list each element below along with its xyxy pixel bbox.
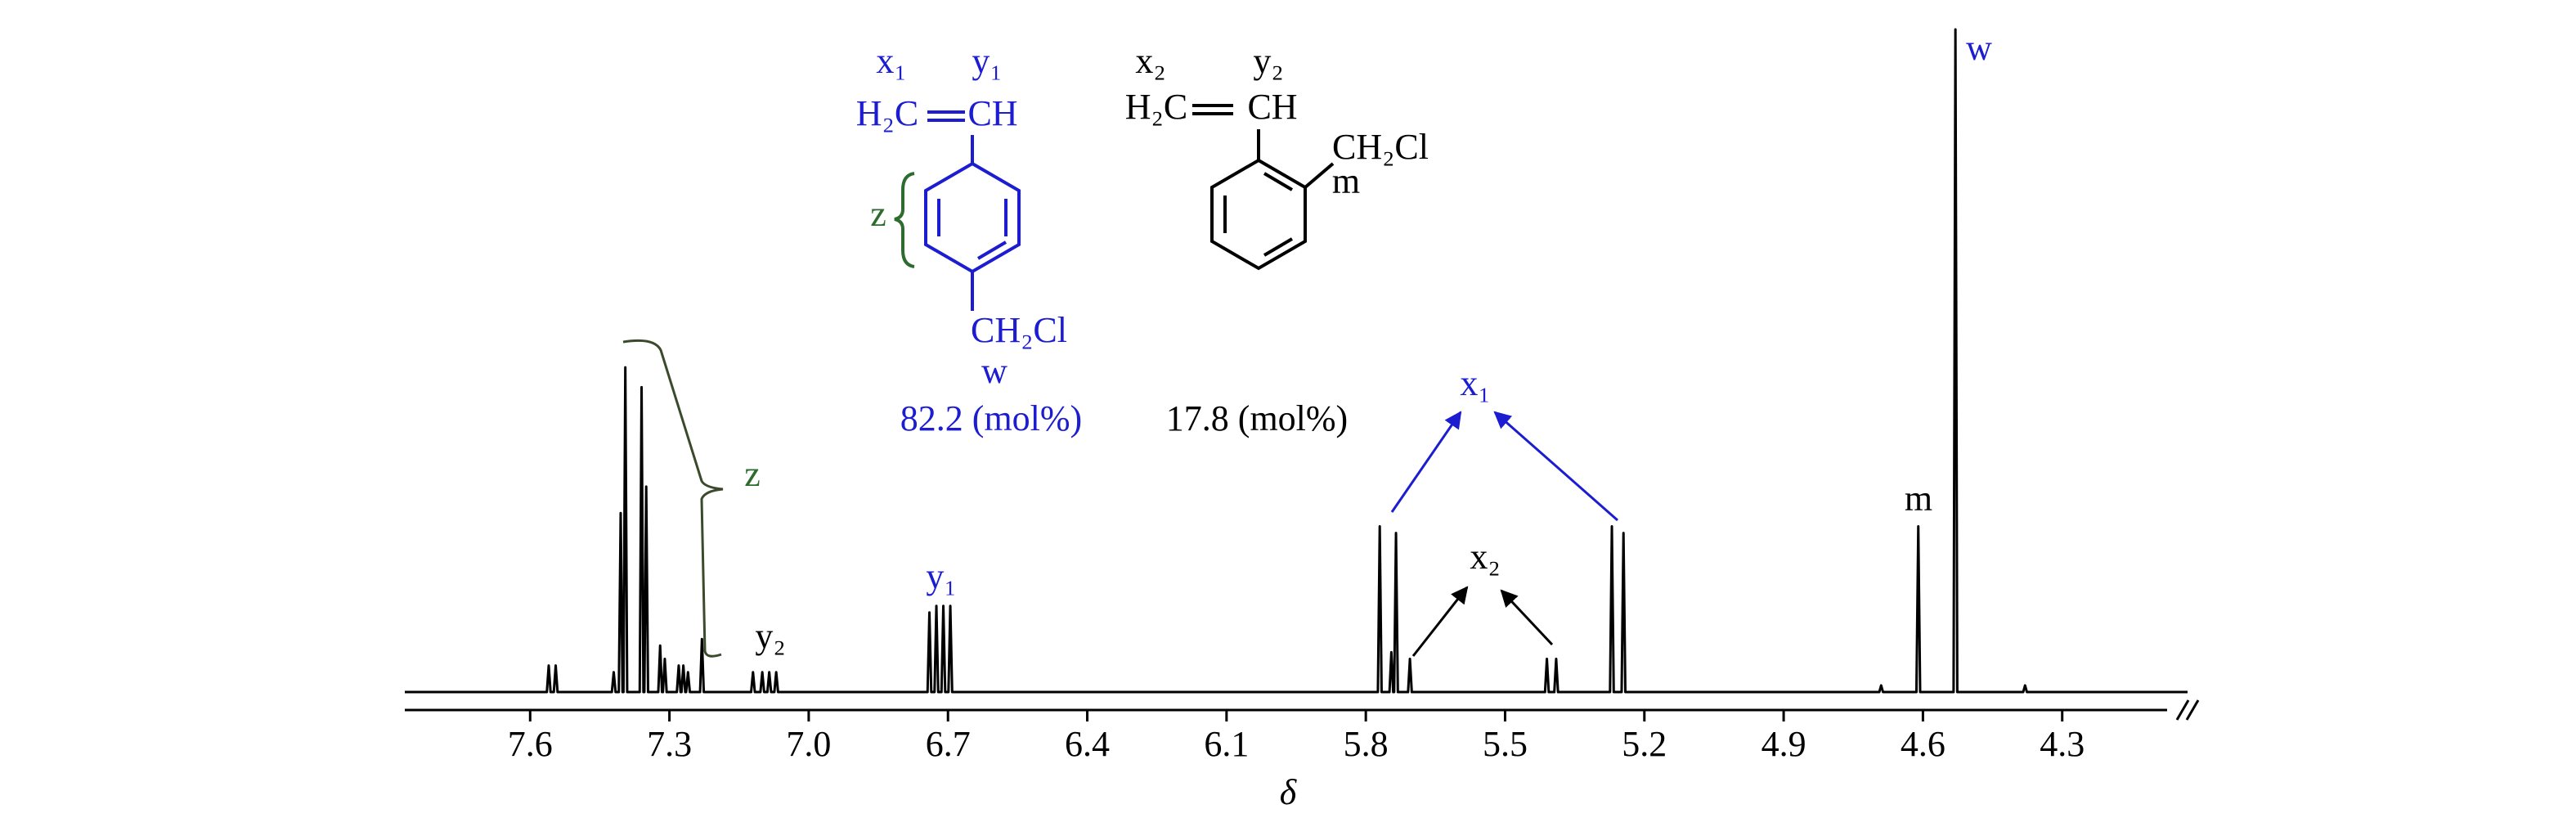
label: 17.8 (mol%) <box>1166 398 1348 438</box>
label: y₂ <box>1253 41 1283 81</box>
x-tick-label: 6.4 <box>1065 724 1110 764</box>
peak-label: y₁ <box>926 556 956 596</box>
arrow <box>1500 589 1554 646</box>
x-tick-label: 5.2 <box>1622 724 1667 764</box>
arrow <box>1390 411 1462 513</box>
label: w <box>981 351 1008 391</box>
peak-label: z <box>744 454 761 494</box>
label: CH <box>1247 87 1297 127</box>
structure-ortho: x₂ y₂ H₂C CH CH₂Cl m 17.8 (mol%) <box>1125 41 1429 438</box>
x-tick-label: 4.3 <box>2040 724 2085 764</box>
label: CH <box>967 93 1017 133</box>
bracket <box>622 339 724 658</box>
x-tick-label: 5.8 <box>1344 724 1389 764</box>
label: CH₂Cl <box>971 310 1067 350</box>
peak-label: w <box>1966 28 1992 68</box>
arrow <box>1411 586 1469 657</box>
label: y₁ <box>972 41 1002 81</box>
peak-label: y₂ <box>755 616 785 656</box>
label: z <box>870 194 886 234</box>
label: CH₂Cl <box>1332 127 1429 167</box>
spectrum <box>405 28 2188 694</box>
axis-break <box>2175 699 2190 721</box>
x-tick-label: 4.6 <box>1901 724 1945 764</box>
peak-label: x₁ <box>1460 363 1490 403</box>
label: x₂ <box>1135 41 1165 81</box>
x-axis-label: δ <box>1280 772 1298 812</box>
x-tick-label: 5.5 <box>1483 724 1528 764</box>
x-tick-label: 6.7 <box>926 724 971 764</box>
label: H₂C <box>856 93 918 133</box>
peak-label: x₂ <box>1470 537 1500 577</box>
x-tick-label: 7.0 <box>786 724 831 764</box>
structure-para: x₁ y₁ H₂C CH z CH₂Cl w 82.2 (mol%) <box>856 41 1082 438</box>
label: m <box>1332 161 1360 201</box>
peak-label: m <box>1905 479 1932 519</box>
axis-break <box>2185 699 2200 721</box>
label: H₂C <box>1125 87 1187 127</box>
arrow <box>1493 411 1618 522</box>
x-tick-label: 7.6 <box>508 724 553 764</box>
x-tick-label: 6.1 <box>1204 724 1249 764</box>
x-tick-label: 7.3 <box>647 724 692 764</box>
label: 82.2 (mol%) <box>900 398 1082 438</box>
x-tick-label: 4.9 <box>1761 724 1806 764</box>
label: x₁ <box>876 41 906 81</box>
